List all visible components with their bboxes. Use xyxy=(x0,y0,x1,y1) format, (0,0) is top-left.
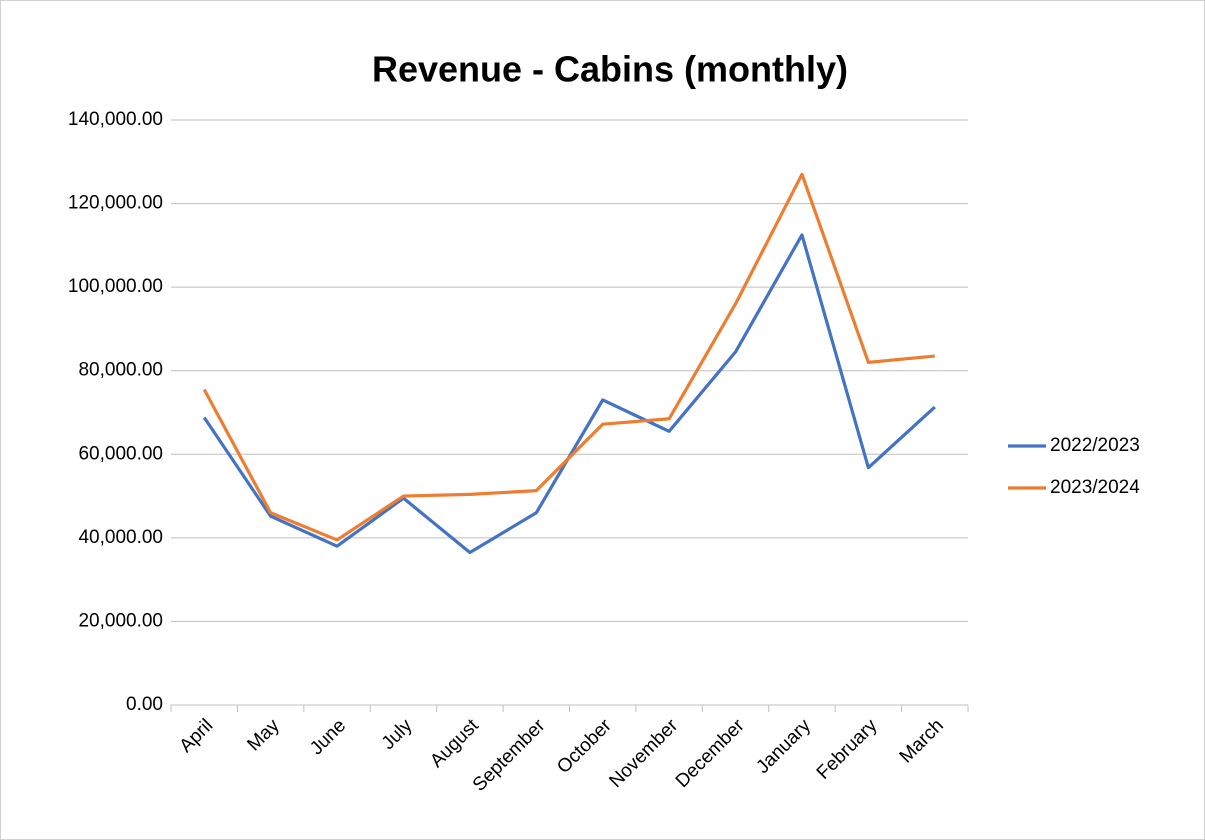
y-tick-label: 20,000.00 xyxy=(78,610,163,631)
chart-title: Revenue - Cabins (monthly) xyxy=(372,49,848,90)
y-tick-label: 100,000.00 xyxy=(68,276,163,297)
legend-label: 2023/2024 xyxy=(1050,477,1140,498)
legend-label: 2022/2023 xyxy=(1050,435,1140,456)
y-tick-label: 60,000.00 xyxy=(78,443,163,464)
y-tick-label: 0.00 xyxy=(126,694,163,715)
y-tick-label: 140,000.00 xyxy=(68,109,163,130)
y-tick-label: 40,000.00 xyxy=(78,527,163,548)
y-tick-label: 120,000.00 xyxy=(68,193,163,214)
y-tick-label: 80,000.00 xyxy=(78,360,163,381)
line-series xyxy=(202,172,935,542)
